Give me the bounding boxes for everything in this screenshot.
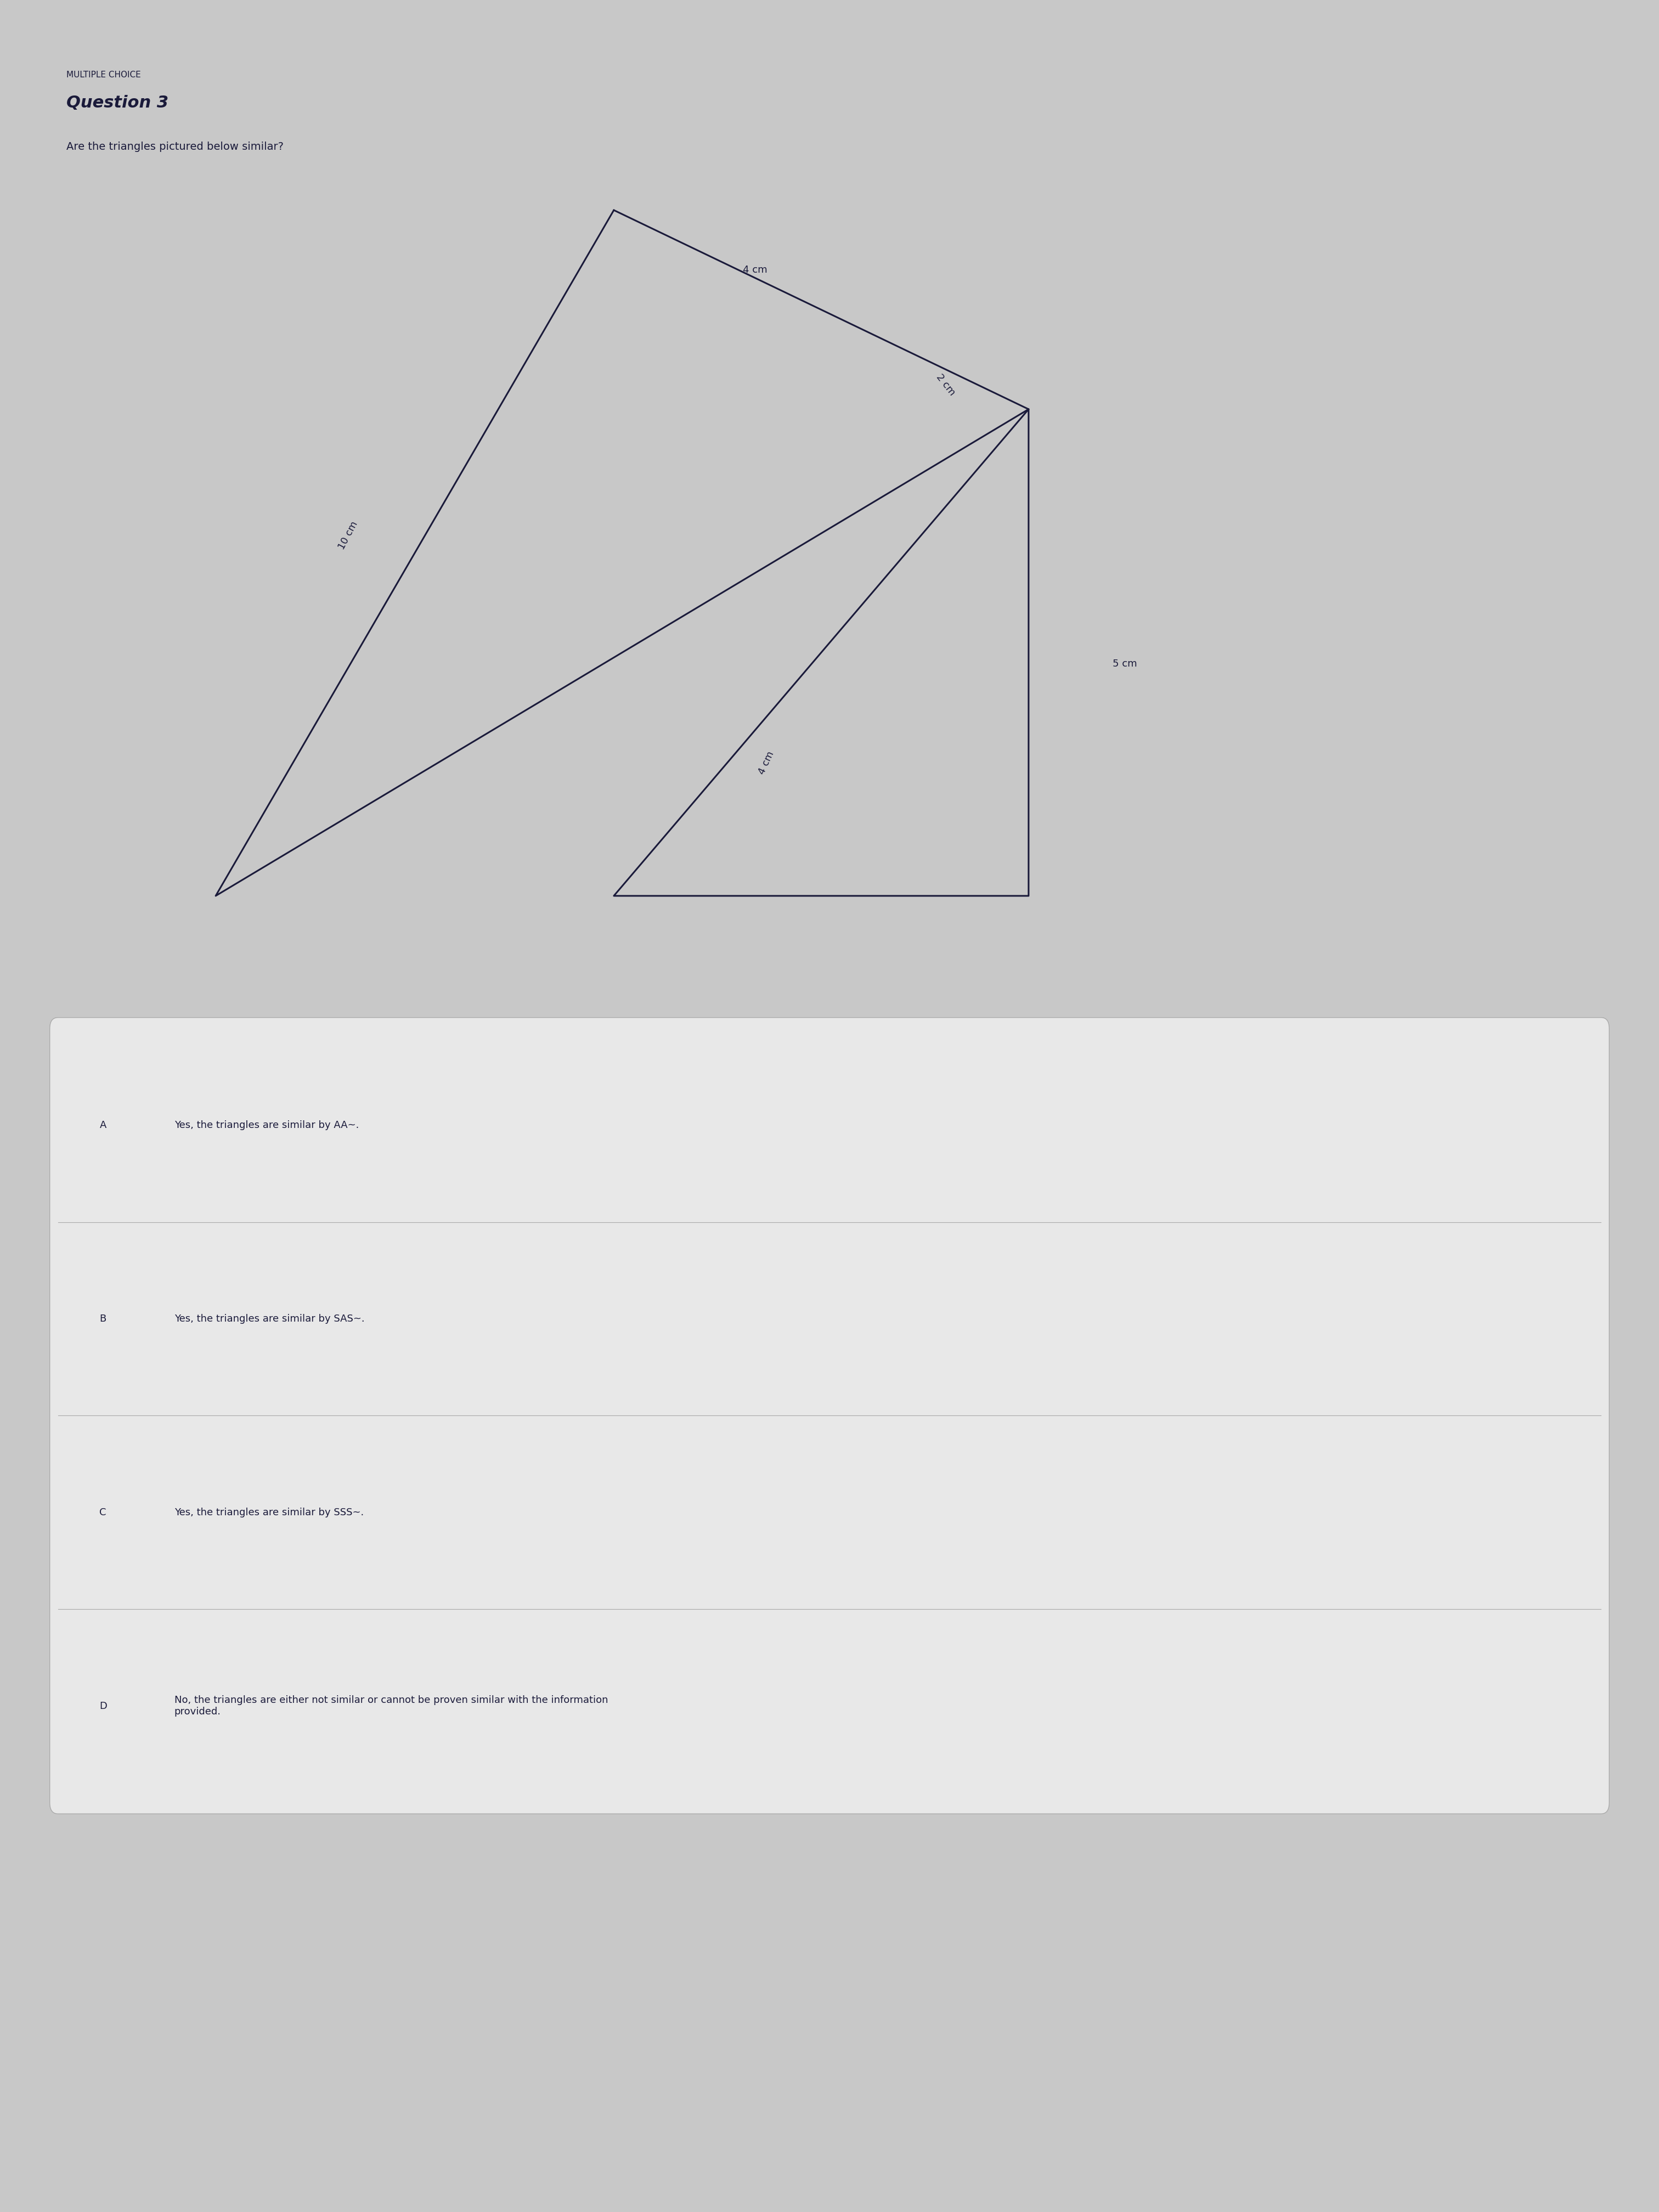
- Text: 10 cm: 10 cm: [337, 520, 360, 551]
- Text: A: A: [100, 1121, 106, 1130]
- Text: Yes, the triangles are similar by SSS~.: Yes, the triangles are similar by SSS~.: [174, 1509, 363, 1517]
- Text: MULTIPLE CHOICE: MULTIPLE CHOICE: [66, 71, 141, 80]
- Text: Question 3: Question 3: [66, 95, 169, 111]
- Text: B: B: [100, 1314, 106, 1323]
- Text: Yes, the triangles are similar by AA~.: Yes, the triangles are similar by AA~.: [174, 1121, 358, 1130]
- FancyBboxPatch shape: [50, 1018, 1609, 1814]
- Text: 2 cm: 2 cm: [934, 372, 957, 398]
- Text: 5 cm: 5 cm: [1113, 659, 1136, 668]
- Text: D: D: [100, 1701, 108, 1710]
- Text: Are the triangles pictured below similar?: Are the triangles pictured below similar…: [66, 142, 284, 153]
- Text: 4 cm: 4 cm: [757, 750, 776, 776]
- Text: C: C: [100, 1509, 106, 1517]
- Text: Yes, the triangles are similar by SAS~.: Yes, the triangles are similar by SAS~.: [174, 1314, 365, 1323]
- Text: 4 cm: 4 cm: [743, 265, 766, 274]
- Text: No, the triangles are either not similar or cannot be proven similar with the in: No, the triangles are either not similar…: [174, 1694, 607, 1717]
